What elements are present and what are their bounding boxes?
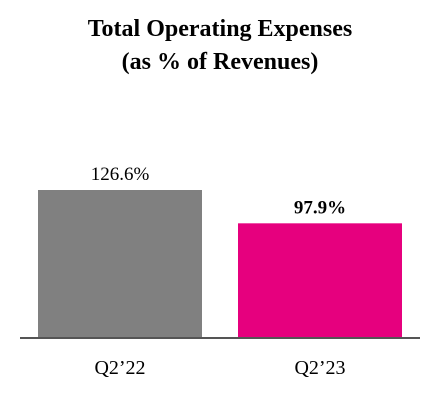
x-tick-label-1: Q2’22	[94, 357, 145, 379]
chart-title-line2: (as % of Revenues)	[121, 49, 319, 75]
chart-title-line1: Total Operating Expenses	[87, 16, 353, 42]
bar-2	[238, 223, 402, 337]
data-label-1: 126.6%	[91, 164, 150, 185]
bar-1	[38, 190, 202, 337]
data-label-2: 97.9%	[294, 197, 346, 218]
x-tick-label-2: Q2’23	[294, 357, 345, 379]
